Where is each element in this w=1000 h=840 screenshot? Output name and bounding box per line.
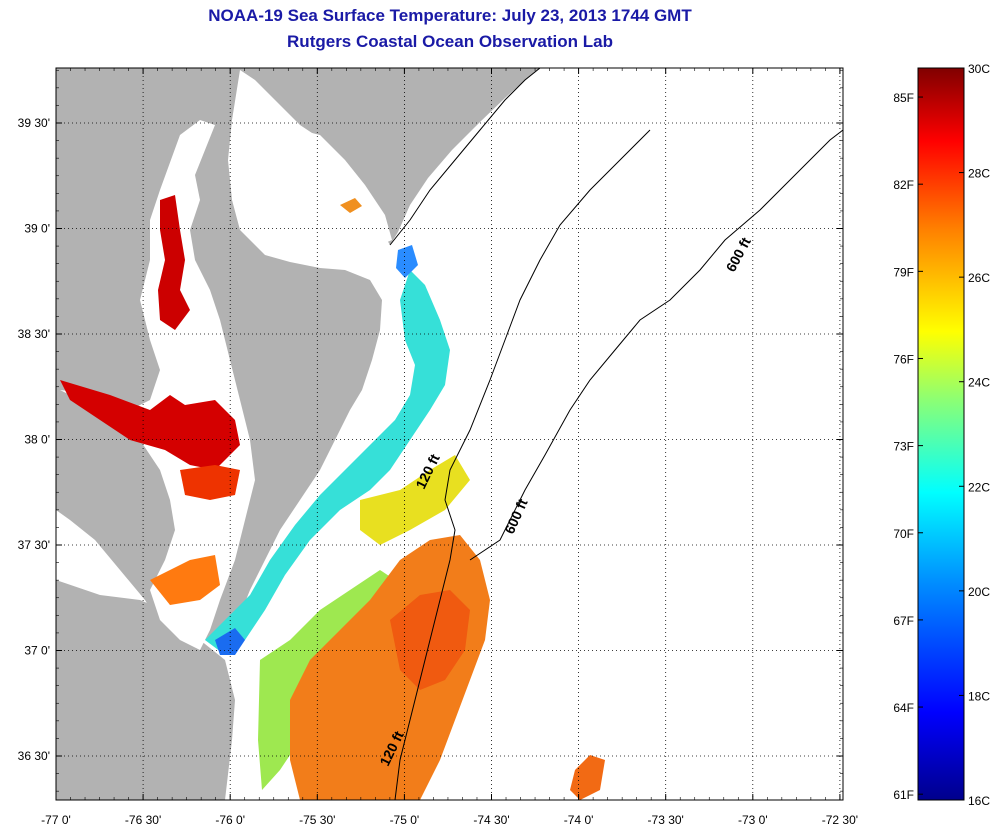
lon-tick-label: -75 30' <box>299 813 335 827</box>
colorbar-label-c: 20C <box>968 585 990 599</box>
latitude-axis: 39 30' 39 0' 38 30' 38 0' 37 30' 37 0' 36 30' <box>18 116 50 763</box>
colorbar-label-f: 82F <box>893 178 914 192</box>
map-frame <box>55 67 844 801</box>
isobath-120ft <box>394 129 651 800</box>
lon-tick-label: -76 0' <box>215 813 245 827</box>
colorbar <box>917 67 965 801</box>
sst-patch-warm-north <box>340 198 362 213</box>
colorbar-label-c: 28C <box>968 167 990 181</box>
map-title: NOAA-19 Sea Surface Temperature: July 23… <box>208 6 692 25</box>
lat-tick-label: 37 0' <box>24 644 50 658</box>
lon-tick-label: -74 0' <box>564 813 594 827</box>
colorbar-label-f: 85F <box>893 91 914 105</box>
sst-patch-lower-bay <box>180 465 240 500</box>
colorbar-label-c: 26C <box>968 271 990 285</box>
lon-tick-label: -74 30' <box>473 813 509 827</box>
lat-tick-label: 38 0' <box>24 433 50 447</box>
colorbar-label-c: 18C <box>968 689 990 703</box>
coastline-nj <box>389 68 541 246</box>
colorbar-ticks <box>918 67 964 801</box>
sst-patch-bay-mouth <box>150 555 220 605</box>
isobath-600ft <box>469 129 843 561</box>
sst-patch-coastal-cool <box>205 270 450 655</box>
lon-tick-label: -77 0' <box>41 813 71 827</box>
sst-patch-chesapeake <box>60 380 240 470</box>
sst-patch-chesapeake-upper <box>158 195 190 330</box>
colorbar-label-c: 30C <box>968 62 990 76</box>
lat-tick-label: 39 30' <box>18 116 50 130</box>
sst-patch-blue <box>215 628 245 655</box>
colorbar-label-f: 70F <box>893 527 914 541</box>
colorbar-label-f: 79F <box>893 265 914 279</box>
colorbar-label-f: 73F <box>893 440 914 454</box>
colorbar-label-c: 24C <box>968 376 990 390</box>
longitude-axis: -77 0' -76 30' -76 0' -75 30' -75 0' -74 30' -… <box>41 813 858 827</box>
lat-tick-label: 39 0' <box>24 222 50 236</box>
map-subtitle: Rutgers Coastal Ocean Observation Lab <box>287 32 613 51</box>
lat-tick-label: 36 30' <box>18 749 50 763</box>
lon-tick-label: -73 30' <box>648 813 684 827</box>
delaware-bay <box>300 130 392 245</box>
colorbar-label-f: 76F <box>893 352 914 366</box>
colorbar-label-f: 61F <box>893 788 914 802</box>
lat-tick-label: 38 30' <box>18 327 50 341</box>
frame-ticks <box>55 68 843 800</box>
colorbar-label-f: 67F <box>893 614 914 628</box>
sst-patch-yellow <box>360 455 470 545</box>
colorbar-fahrenheit-labels: 85F 82F 79F 76F 73F 70F 67F 64F 61F <box>893 91 914 802</box>
lon-tick-label: -75 0' <box>390 813 420 827</box>
lat-tick-label: 37 30' <box>18 538 50 552</box>
lon-tick-label: -72 30' <box>822 813 858 827</box>
lon-tick-label: -73 0' <box>738 813 768 827</box>
chesapeake-bay <box>60 120 255 650</box>
sst-patch-blue-north <box>396 245 418 278</box>
map-area <box>56 68 843 800</box>
lon-tick-label: -76 30' <box>125 813 161 827</box>
colorbar-celsius-labels: 30C 28C 26C 24C 22C 20C 18C 16C <box>968 62 990 808</box>
colorbar-label-f: 64F <box>893 701 914 715</box>
colorbar-label-c: 16C <box>968 794 990 808</box>
colorbar-label-c: 22C <box>968 480 990 494</box>
